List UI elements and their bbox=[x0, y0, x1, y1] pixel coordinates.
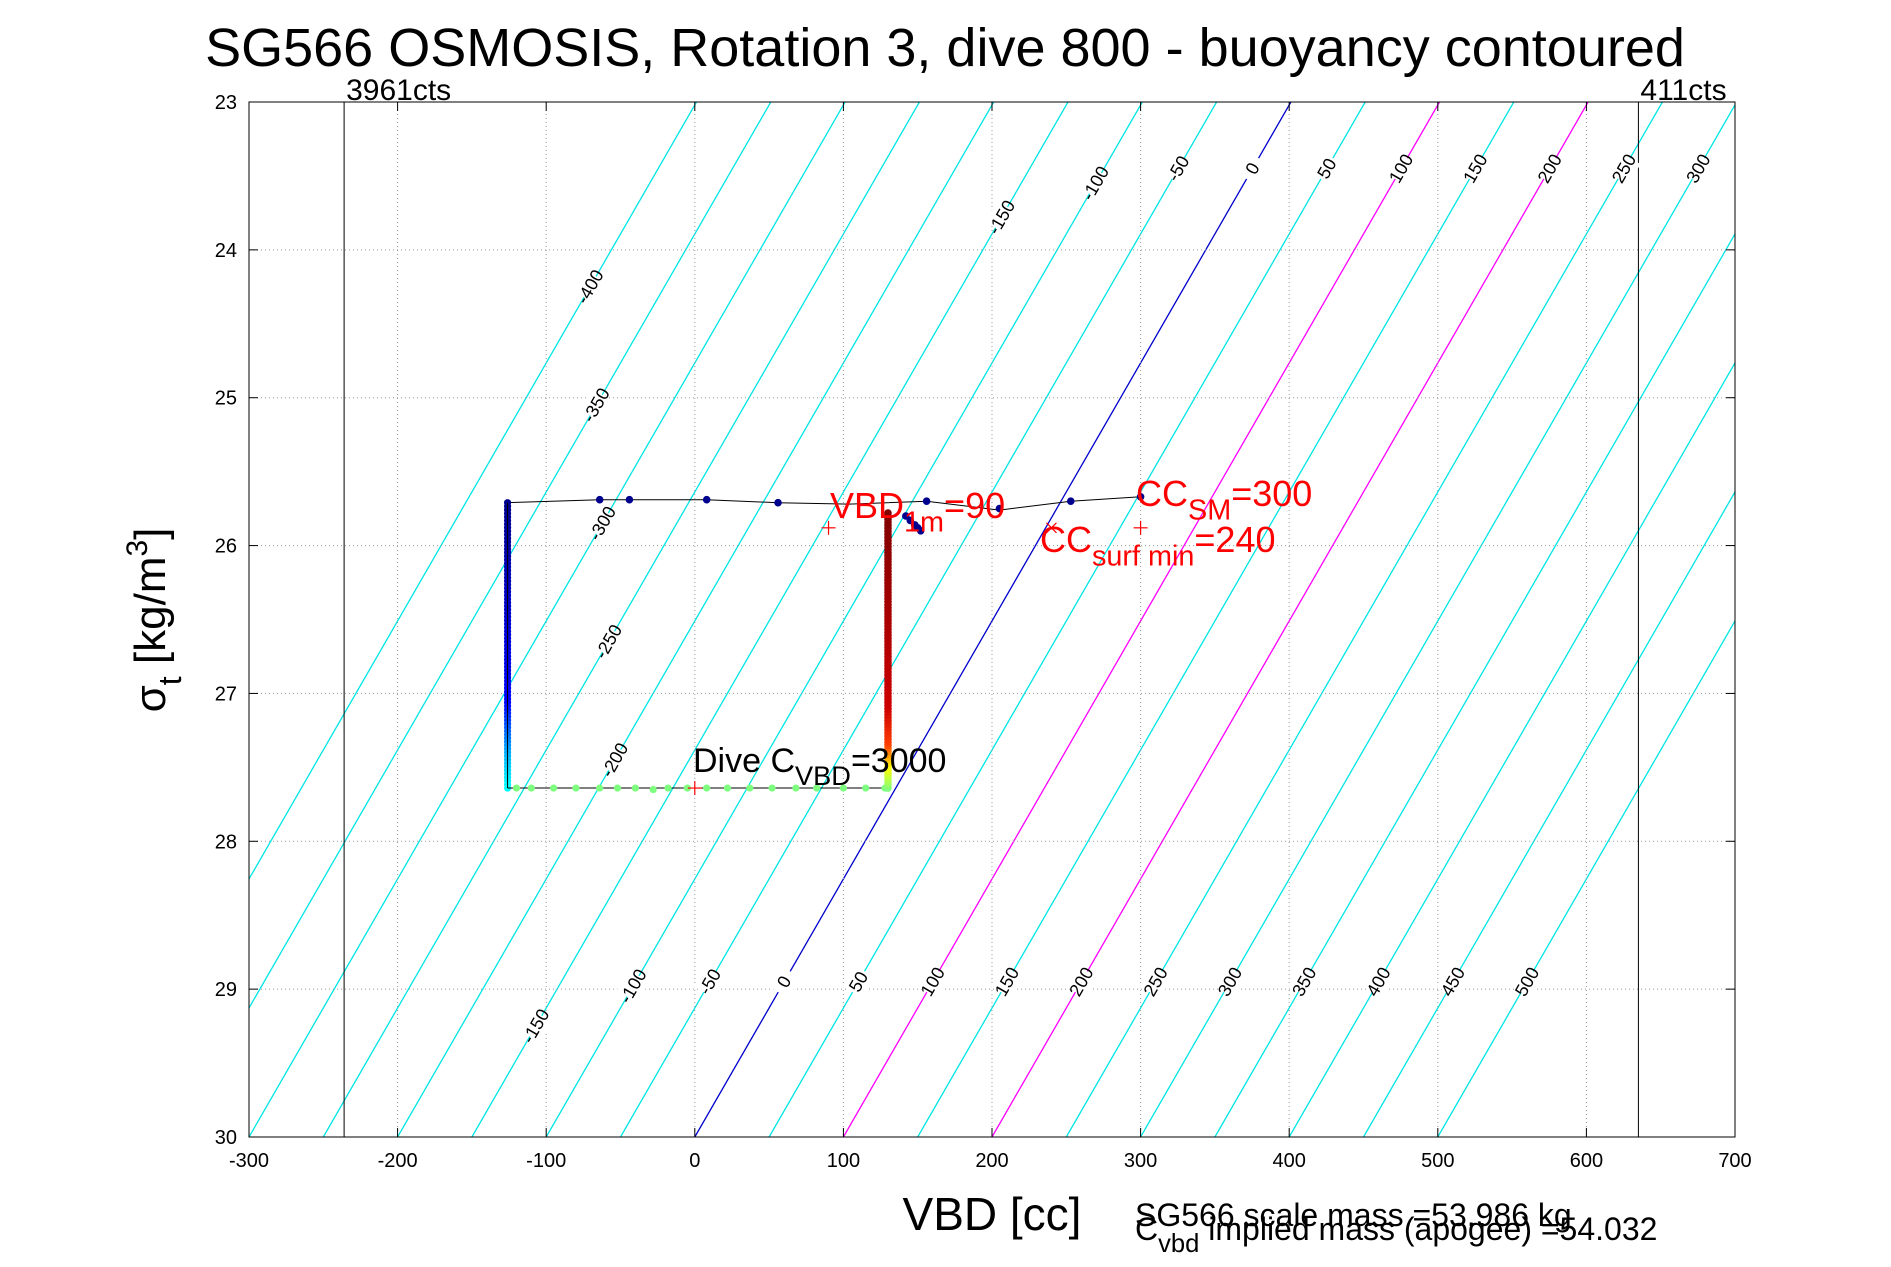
x-tick-label: 0 bbox=[689, 1150, 700, 1172]
contour-line bbox=[472, 102, 1068, 1137]
bottom-point bbox=[513, 784, 520, 791]
y-tick-label: 27 bbox=[215, 683, 237, 705]
cc-surf-annotation-main: CC bbox=[1040, 519, 1092, 560]
x-tick-label: 300 bbox=[1124, 1150, 1157, 1172]
x-tick-label: 700 bbox=[1718, 1150, 1751, 1172]
x-tick-label: -200 bbox=[378, 1150, 418, 1172]
x-tick-label: 600 bbox=[1570, 1150, 1603, 1172]
axes bbox=[249, 102, 1735, 1137]
bottom-point bbox=[550, 784, 557, 791]
y-tick-label: 25 bbox=[215, 388, 237, 410]
contour-label-bottom: 50 bbox=[845, 968, 872, 995]
x-tick-label: 100 bbox=[827, 1150, 860, 1172]
y-axis-label-sub: t bbox=[152, 676, 188, 685]
contour-label-top: 200 bbox=[1534, 151, 1566, 187]
y-axis-label-end: ] bbox=[126, 528, 175, 540]
y-tick-label: 28 bbox=[215, 831, 237, 853]
cc-sm-annotation-rest: =300 bbox=[1231, 473, 1312, 514]
bottom-point bbox=[650, 786, 657, 793]
contour-line bbox=[175, 102, 771, 1137]
contour-label-top: 100 bbox=[1385, 151, 1417, 187]
contour-line bbox=[249, 102, 845, 1137]
contour-label-top: 300 bbox=[1682, 151, 1714, 187]
y-axis-label-rest: [kg/m bbox=[126, 557, 175, 677]
implied-mass-text-main: C bbox=[1135, 1211, 1158, 1247]
chart-title: SG566 OSMOSIS, Rotation 3, dive 800 - bu… bbox=[205, 18, 1685, 78]
y-axis-label-sup: 3 bbox=[121, 540, 154, 557]
limit-label: 411cts bbox=[1640, 74, 1726, 107]
dive-cvbd-annotation-main: Dive C bbox=[693, 742, 795, 780]
dive-cvbd-annotation: Dive CVBD=3000 bbox=[693, 742, 946, 791]
contour-line bbox=[100, 102, 696, 1137]
bottom-point bbox=[632, 784, 639, 791]
surface-point bbox=[703, 496, 711, 504]
implied-mass-text: Cvbd implied mass (apogee) =54.032 bbox=[1135, 1211, 1657, 1258]
x-tick-label: -300 bbox=[229, 1150, 269, 1172]
vbd-annotation-sub: 1m bbox=[904, 507, 944, 539]
x-tick-label: 200 bbox=[975, 1150, 1008, 1172]
contour-label-bottom: 300 bbox=[1214, 964, 1246, 1000]
bottom-point bbox=[596, 784, 603, 791]
contour-label-bottom: 450 bbox=[1437, 964, 1469, 1000]
contour-label-bottom: 400 bbox=[1362, 964, 1394, 1000]
bottom-point bbox=[614, 784, 621, 791]
contour-label-bottom: 500 bbox=[1511, 964, 1543, 1000]
surface-point bbox=[1067, 497, 1075, 505]
y-axis-label: σt [kg/m3] bbox=[121, 528, 188, 713]
vbd-annotation-rest: =90 bbox=[944, 485, 1005, 526]
bottom-point bbox=[703, 784, 710, 791]
axes-box bbox=[249, 102, 1735, 1137]
y-tick-label: 26 bbox=[215, 536, 237, 558]
vbd-annotation-main: VBD bbox=[830, 485, 904, 526]
y-tick-label: 30 bbox=[215, 1127, 237, 1149]
contour-label-top: -50 bbox=[1163, 152, 1193, 185]
bottom-point bbox=[768, 784, 775, 791]
surface-point bbox=[774, 499, 782, 507]
bottom-point bbox=[746, 784, 753, 791]
dive-cvbd-annotation-rest: =3000 bbox=[851, 742, 947, 780]
contour-label-bottom: 100 bbox=[917, 964, 949, 1000]
grid-lines bbox=[249, 102, 1735, 1137]
implied-mass-text-rest: implied mass (apogee) =54.032 bbox=[1199, 1211, 1657, 1247]
implied-mass-text-sub: vbd bbox=[1158, 1230, 1199, 1258]
contour-line bbox=[398, 102, 994, 1137]
x-tick-label: -100 bbox=[526, 1150, 566, 1172]
bottom-point bbox=[862, 784, 869, 791]
bottom-point bbox=[724, 784, 731, 791]
bottom-point bbox=[664, 784, 671, 791]
contour-label-top: 150 bbox=[1459, 151, 1491, 187]
y-tick-label: 29 bbox=[215, 979, 237, 1001]
y-axis-label-main: σ bbox=[126, 685, 175, 712]
y-tick-label: 24 bbox=[215, 240, 237, 262]
x-axis-label: VBD [cc] bbox=[903, 1188, 1082, 1240]
surface-point bbox=[923, 497, 931, 505]
cc-sm-annotation-main: CC bbox=[1136, 473, 1188, 514]
surface-point bbox=[596, 496, 604, 504]
contour-label-bottom: 150 bbox=[991, 964, 1023, 1000]
contour-label-top: 50 bbox=[1313, 155, 1340, 182]
limit-label: 3961cts bbox=[346, 74, 451, 107]
contour-label-bottom: 200 bbox=[1065, 964, 1097, 1000]
contour-label-bottom: -50 bbox=[695, 965, 725, 998]
surface-point bbox=[626, 496, 634, 504]
y-tick-label: 23 bbox=[215, 92, 237, 114]
x-tick-label: 400 bbox=[1273, 1150, 1306, 1172]
x-tick-label: 500 bbox=[1421, 1150, 1454, 1172]
bottom-point bbox=[528, 784, 535, 791]
cc-surf-annotation-rest: =240 bbox=[1194, 519, 1275, 560]
dive-cvbd-annotation-sub: VBD bbox=[795, 760, 851, 791]
cc-surf-annotation-sub: surf min bbox=[1092, 541, 1194, 573]
bottom-point bbox=[572, 784, 579, 791]
contour-label-top: 250 bbox=[1608, 151, 1640, 187]
cc-surf-annotation: CCsurf min=240 bbox=[1040, 519, 1276, 573]
contour-line bbox=[323, 102, 919, 1137]
contour-label-bottom: 250 bbox=[1140, 964, 1172, 1000]
contour-line bbox=[1438, 102, 1891, 1137]
contour-label-bottom: 350 bbox=[1288, 964, 1320, 1000]
